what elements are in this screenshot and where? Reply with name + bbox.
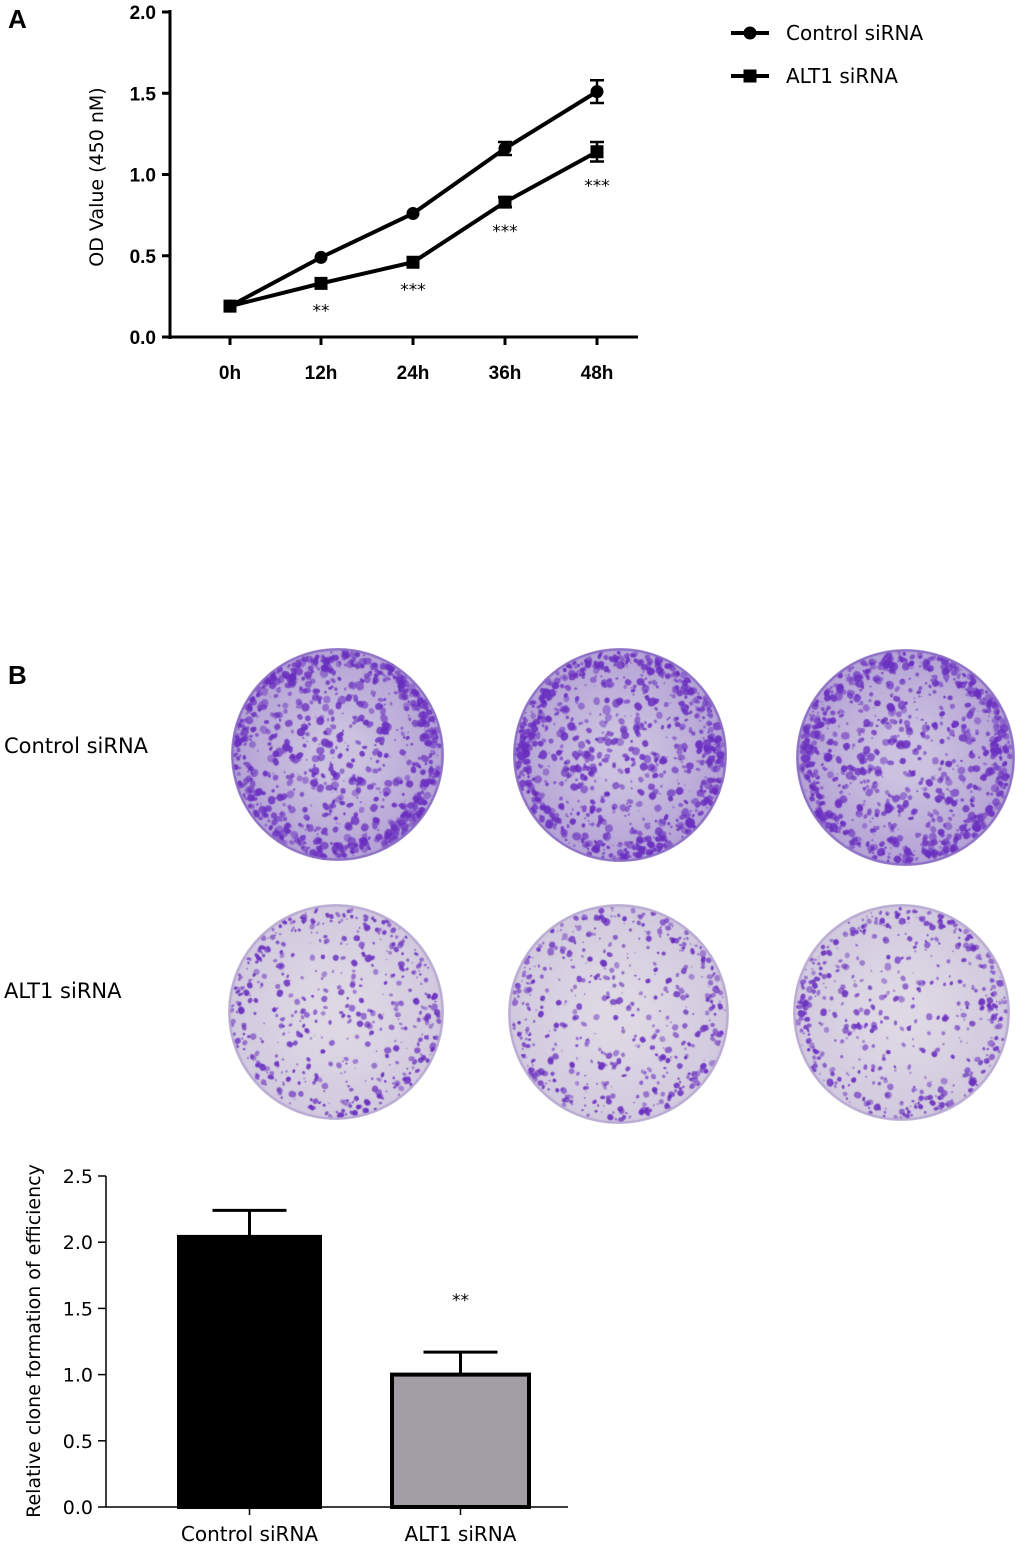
significance-label: *** — [492, 222, 518, 242]
bar-alt1 — [390, 1372, 531, 1509]
y-tick-label: 1.5 — [130, 84, 157, 105]
plate-control-2 — [513, 648, 727, 862]
significance-label: *** — [400, 281, 426, 301]
data-point-control — [314, 250, 328, 264]
y-tick-label: 0.0 — [63, 1497, 93, 1519]
x-tick-label: 36h — [489, 363, 522, 384]
data-point-alt1 — [498, 195, 512, 209]
plate-control-3 — [796, 649, 1015, 866]
x-tick-label: Control siRNA — [181, 1522, 318, 1546]
y-tick-label: 0.0 — [130, 328, 156, 349]
y-tick-label: 2.5 — [63, 1166, 93, 1188]
data-point-control — [590, 85, 604, 99]
plate-row-label-alt1: ALT1 siRNA — [4, 979, 122, 1003]
data-point-control — [406, 207, 420, 220]
plate-alt1-1 — [228, 904, 444, 1120]
bar-chart: 0.0 0.5 1.0 1.5 2.0 2.5 Relative clone formati… — [23, 1164, 568, 1546]
plate-alt1-2 — [508, 904, 729, 1124]
x-tick-label: 24h — [397, 363, 430, 384]
y-tick-label: 0.5 — [130, 247, 157, 268]
legend-marker-alt1 — [743, 69, 757, 83]
y-tick-label: 0.5 — [63, 1431, 93, 1453]
line-chart: 0.0 0.5 1.0 1.5 2.0 0h 12h 24h 36h 48h OD Value (4… — [86, 3, 923, 384]
data-point-alt1 — [406, 255, 420, 269]
data-point-alt1 — [590, 145, 604, 159]
x-tick-label: 0h — [219, 363, 241, 384]
bar-control — [177, 1234, 322, 1510]
y-axis-title: OD Value (450 nM) — [86, 87, 108, 266]
legend-marker-control — [743, 26, 757, 40]
panel-letter-b: B — [8, 660, 27, 690]
y-axis-title: Relative clone formation of efficiency — [23, 1164, 45, 1518]
data-point-control — [498, 142, 512, 155]
significance-label: ** — [452, 1291, 469, 1311]
series-line-control — [229, 89, 599, 308]
y-tick-label: 1.5 — [63, 1298, 93, 1320]
y-tick-label: 2.0 — [63, 1232, 93, 1254]
legend-label-alt1: ALT1 siRNA — [786, 64, 898, 88]
y-tick-label: 2.0 — [130, 3, 156, 24]
x-tick-label: 48h — [581, 363, 614, 384]
plate-row-label-control: Control siRNA — [4, 734, 149, 758]
x-tick-label: 12h — [305, 363, 338, 384]
data-point-alt1 — [314, 276, 328, 290]
x-tick-label: ALT1 siRNA — [405, 1522, 517, 1546]
legend-label-control: Control siRNA — [786, 21, 923, 45]
significance-label: ** — [313, 302, 330, 322]
data-point-alt1 — [223, 299, 237, 313]
significance-label: *** — [584, 177, 610, 197]
y-tick-label: 1.0 — [130, 166, 156, 187]
y-tick-label: 1.0 — [63, 1365, 93, 1387]
plate-alt1-3 — [793, 904, 1010, 1121]
panel-letter-a: A — [8, 4, 27, 34]
plate-control-1 — [231, 648, 444, 861]
